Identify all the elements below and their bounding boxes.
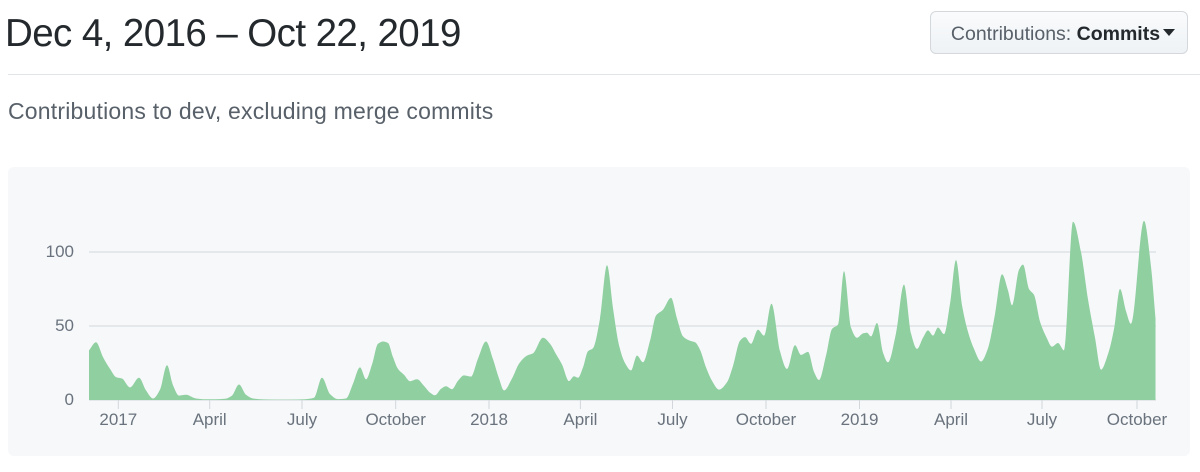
svg-text:2017: 2017 [99, 410, 137, 429]
svg-text:100: 100 [46, 242, 74, 261]
svg-text:2018: 2018 [470, 410, 508, 429]
svg-text:July: July [287, 410, 318, 429]
svg-text:April: April [934, 410, 968, 429]
svg-text:April: April [193, 410, 227, 429]
svg-text:October: October [1107, 410, 1168, 429]
svg-text:July: July [657, 410, 688, 429]
svg-text:October: October [736, 410, 797, 429]
svg-text:October: October [365, 410, 426, 429]
svg-text:July: July [1027, 410, 1058, 429]
svg-text:50: 50 [55, 316, 74, 335]
svg-text:2019: 2019 [841, 410, 879, 429]
svg-text:April: April [563, 410, 597, 429]
svg-text:0: 0 [65, 390, 74, 409]
